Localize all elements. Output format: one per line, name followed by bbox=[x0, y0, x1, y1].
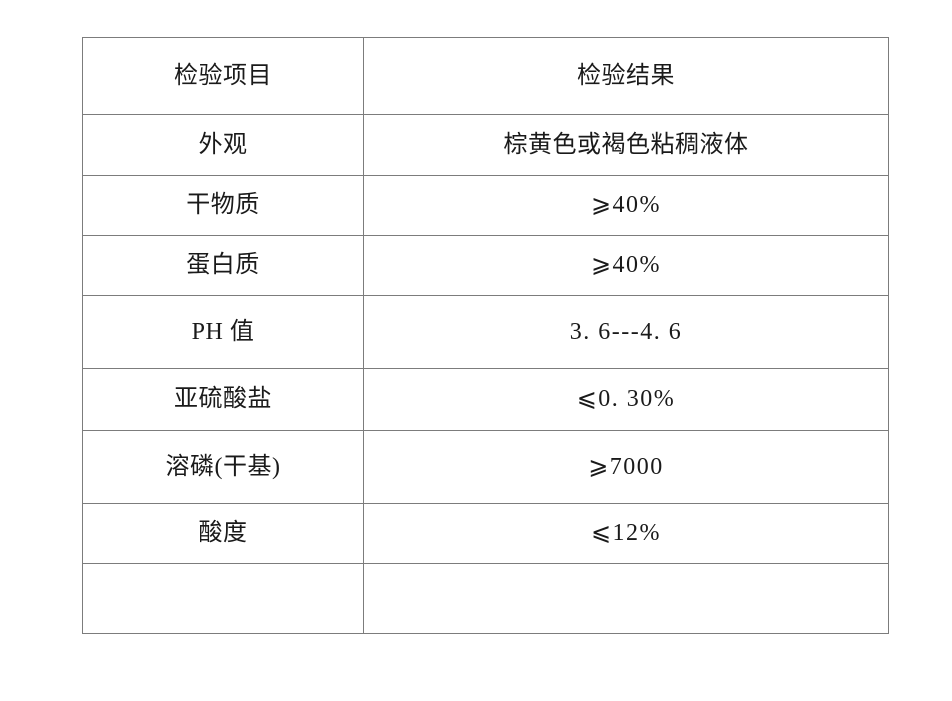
cell-item: 溶磷(干基) bbox=[82, 430, 364, 504]
cell-result-label: 3. 6---4. 6 bbox=[569, 318, 683, 345]
cell-result: ⩾7000 bbox=[363, 430, 889, 504]
cell-item-label: 溶磷(干基) bbox=[165, 453, 281, 480]
cell-item-label: 蛋白质 bbox=[186, 252, 260, 279]
table-row: 外观 棕黄色或褐色粘稠液体 bbox=[82, 114, 889, 176]
cell-item bbox=[82, 563, 364, 634]
table-row: PH 值 3. 6---4. 6 bbox=[82, 295, 889, 369]
column-header-item-label: 检验项目 bbox=[174, 62, 272, 89]
cell-result-label: ⩾40% bbox=[590, 252, 662, 279]
cell-item-label: 外观 bbox=[198, 131, 248, 158]
cell-item: 干物质 bbox=[82, 175, 364, 236]
cell-item-label: 干物质 bbox=[186, 192, 260, 219]
cell-result: 棕黄色或褐色粘稠液体 bbox=[363, 114, 889, 176]
cell-result-label: ⩽0. 30% bbox=[576, 386, 676, 413]
cell-result: ⩾40% bbox=[363, 235, 889, 296]
column-header-result: 检验结果 bbox=[363, 37, 889, 115]
table-row: 亚硫酸盐 ⩽0. 30% bbox=[82, 368, 889, 431]
cell-result: ⩾40% bbox=[363, 175, 889, 236]
cell-item: PH 值 bbox=[82, 295, 364, 369]
cell-result-label: ⩾40% bbox=[590, 192, 662, 219]
cell-item: 酸度 bbox=[82, 503, 364, 564]
cell-result-label: ⩽12% bbox=[590, 520, 662, 547]
cell-item-label: 酸度 bbox=[198, 520, 248, 547]
cell-item: 外观 bbox=[82, 114, 364, 176]
cell-item: 蛋白质 bbox=[82, 235, 364, 296]
cell-result: ⩽12% bbox=[363, 503, 889, 564]
cell-result-label: ⩾7000 bbox=[588, 453, 664, 480]
cell-item: 亚硫酸盐 bbox=[82, 368, 364, 431]
table-row: 蛋白质 ⩾40% bbox=[82, 235, 889, 296]
cell-item-label: PH 值 bbox=[191, 318, 255, 345]
column-header-item: 检验项目 bbox=[82, 37, 364, 115]
table-row: 溶磷(干基) ⩾7000 bbox=[82, 430, 889, 504]
table-row: 干物质 ⩾40% bbox=[82, 175, 889, 236]
table-row-empty bbox=[82, 563, 889, 634]
cell-item-label: 亚硫酸盐 bbox=[174, 386, 272, 413]
table-header-row: 检验项目 检验结果 bbox=[82, 37, 889, 115]
column-header-result-label: 检验结果 bbox=[577, 62, 675, 89]
cell-result: 3. 6---4. 6 bbox=[363, 295, 889, 369]
inspection-spec-table: 检验项目 检验结果 外观 棕黄色或褐色粘稠液体 干物质 ⩾4 bbox=[82, 37, 889, 634]
table-row: 酸度 ⩽12% bbox=[82, 503, 889, 564]
cell-result-label: 棕黄色或褐色粘稠液体 bbox=[503, 131, 749, 158]
cell-result: ⩽0. 30% bbox=[363, 368, 889, 431]
cell-result bbox=[363, 563, 889, 634]
